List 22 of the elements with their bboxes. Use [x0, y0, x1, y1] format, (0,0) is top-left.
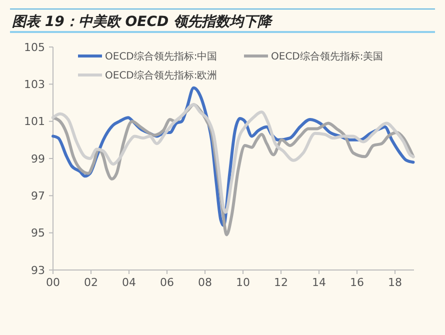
- x-tick-label: 00: [46, 276, 60, 289]
- y-tick-label: 95: [31, 226, 45, 240]
- y-tick-label: 103: [24, 78, 45, 92]
- x-tick-label: 14: [312, 276, 326, 289]
- legend-label: OECD综合领先指标:欧洲: [105, 70, 218, 82]
- y-tick-label: 97: [31, 190, 45, 203]
- y-tick-label: 99: [31, 152, 45, 166]
- legend-label: OECD综合领先指标:美国: [271, 50, 384, 62]
- x-tick-label: 16: [350, 276, 364, 289]
- legend-label: OECD综合领先指标:中国: [105, 50, 218, 62]
- y-tick-label: 105: [24, 40, 45, 54]
- line-series: [52, 103, 415, 214]
- x-tick-label: 18: [388, 276, 402, 289]
- x-tick-label: 04: [122, 276, 136, 289]
- x-tick-label: 06: [160, 276, 174, 289]
- x-tick-label: 10: [236, 276, 250, 289]
- x-tick-label: 12: [274, 276, 288, 289]
- y-tick-label: 101: [24, 115, 45, 128]
- x-tick-label: 02: [84, 276, 98, 289]
- chart-title: 图表 19：中美欧 OECD 领先指数均下降: [12, 13, 274, 30]
- x-tick-label: 08: [198, 276, 212, 289]
- y-tick-label: 93: [31, 264, 45, 277]
